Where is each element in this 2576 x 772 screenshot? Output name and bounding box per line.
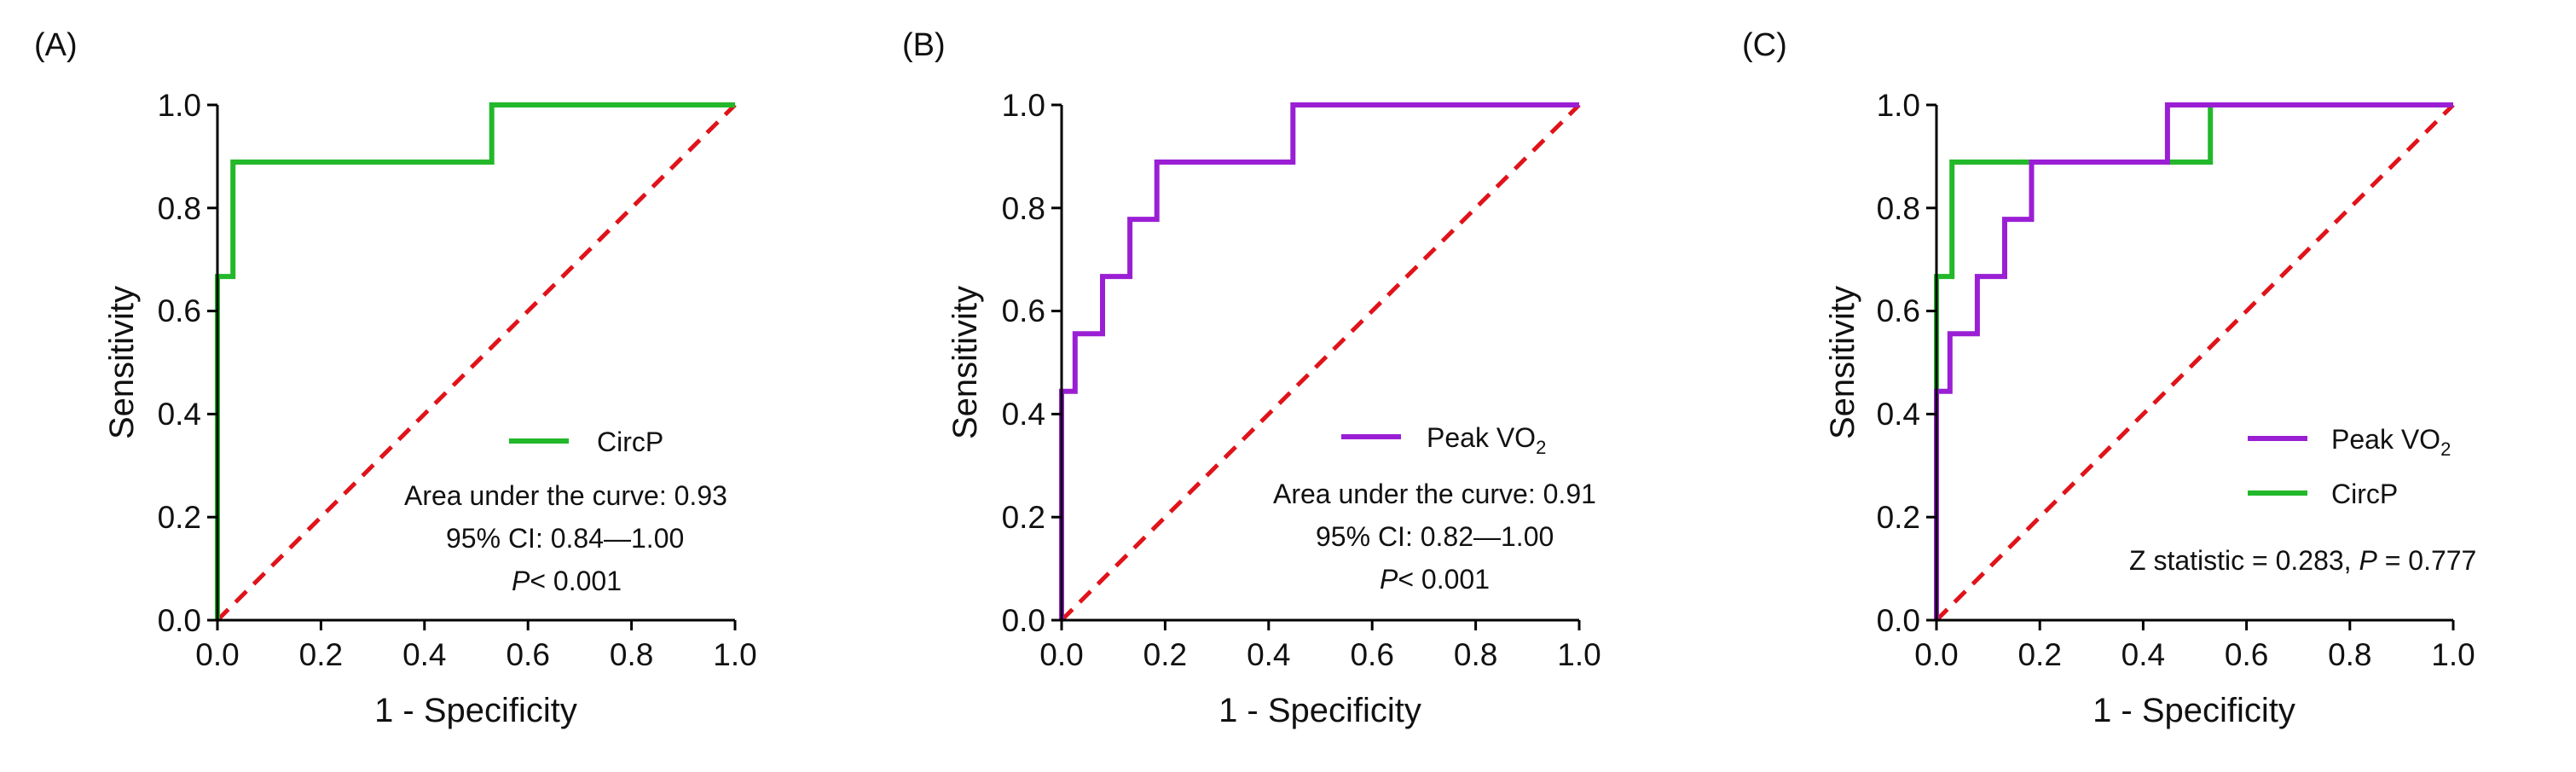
panel-c-z-statistic-text: Z statistic = 0.283, P = 0.777 — [2129, 545, 2476, 576]
panel-a-x-tick-label: 0.0 — [195, 637, 239, 672]
panel-b-legend-label-peakvo2: Peak VO2 — [1427, 422, 1546, 458]
panel-b-legend: Peak VO2 — [1341, 422, 1546, 458]
panel-b: (B) 0.0 0.2 0.4 0.6 0.8 1.0 0.0 — [902, 27, 1601, 729]
panel-c-legend-label-main: Peak VO — [2331, 424, 2440, 455]
panel-a-x-tick-label: 0.2 — [299, 637, 343, 672]
panel-c-y-ticks: 0.0 0.2 0.4 0.6 0.8 1.0 — [1877, 88, 1936, 638]
panel-c-y-tick-label: 1.0 — [1877, 88, 1920, 123]
panel-c-x-tick-label: 0.0 — [1914, 637, 1958, 672]
panel-c-x-axis-title: 1 - Specificity — [2093, 692, 2295, 729]
panel-c-y-tick-label: 0.6 — [1877, 293, 1920, 328]
panel-b-x-ticks: 0.0 0.2 0.4 0.6 0.8 1.0 — [1039, 620, 1601, 672]
panel-c-reference-line — [1935, 103, 2455, 622]
panel-b-y-tick-label: 0.0 — [1002, 603, 1045, 638]
panel-b-p-value: < 0.001 — [1398, 564, 1490, 595]
panel-a-y-axis-title: Sensitivity — [103, 286, 141, 439]
panel-a-p-value: < 0.001 — [530, 566, 622, 596]
panel-c-y-tick-label: 0.0 — [1877, 603, 1920, 638]
panel-a-x-ticks: 0.0 0.2 0.4 0.6 0.8 1.0 — [195, 620, 757, 672]
panel-a-p-symbol: P — [512, 566, 530, 596]
panel-a-label: (A) — [34, 27, 78, 63]
panel-b-annotation: Area under the curve: 0.91 95% CI: 0.82—… — [1273, 479, 1596, 595]
panel-a-y-tick-label: 0.6 — [158, 293, 201, 328]
panel-c-x-tick-label: 0.2 — [2017, 637, 2061, 672]
panel-a-y-ticks: 0.0 0.2 0.4 0.6 0.8 1.0 — [158, 88, 217, 638]
panel-c-p-symbol: P — [2359, 545, 2377, 576]
panel-a-legend-label-circp: CircP — [597, 427, 663, 457]
panel-a-y-tick-label: 1.0 — [158, 88, 201, 123]
panel-a-y-tick-label: 0.2 — [158, 500, 201, 535]
panel-b-x-tick-label: 0.0 — [1039, 637, 1083, 672]
panel-a-x-tick-label: 0.4 — [402, 637, 446, 672]
panel-a-x-tick-label: 0.8 — [610, 637, 653, 672]
panel-a-y-tick-label: 0.8 — [158, 191, 201, 226]
panel-b-p-symbol: P — [1380, 564, 1398, 595]
panel-c-legend-label-circp: CircP — [2331, 479, 2398, 509]
panel-a-x-tick-label: 1.0 — [713, 637, 756, 672]
panel-b-x-tick-label: 0.8 — [1454, 637, 1497, 672]
panel-c-p-value: = 0.777 — [2377, 545, 2477, 576]
panel-c-annotation: Z statistic = 0.283, P = 0.777 — [2129, 545, 2476, 576]
panel-b-p-value-text: P< 0.001 — [1380, 564, 1490, 595]
panel-b-x-axis-title: 1 - Specificity — [1219, 692, 1421, 729]
panel-b-label: (B) — [902, 27, 946, 63]
panel-c-legend: Peak VO2 CircP — [2248, 424, 2451, 509]
panel-c-peakvo2-curve — [1934, 102, 2453, 620]
panel-b-x-tick-label: 0.4 — [1247, 637, 1290, 672]
panel-b-x-tick-label: 1.0 — [1557, 637, 1601, 672]
panel-a-legend: CircP — [509, 427, 663, 457]
panel-a: (A) 0.0 0.2 0.4 0.6 0.8 1.0 0.0 — [34, 27, 757, 729]
panel-b-ci-text: 95% CI: 0.82—1.00 — [1316, 521, 1554, 552]
panel-c-legend-label-sub: 2 — [2440, 438, 2451, 460]
panel-c-x-ticks: 0.0 0.2 0.4 0.6 0.8 1.0 — [1914, 620, 2475, 672]
panel-c-y-tick-label: 0.2 — [1877, 500, 1920, 535]
panel-b-x-tick-label: 0.6 — [1350, 637, 1393, 672]
panel-c-y-tick-label: 0.8 — [1877, 191, 1920, 226]
panel-c-x-tick-label: 0.4 — [2122, 637, 2165, 672]
panel-a-auc-text: Area under the curve: 0.93 — [404, 480, 727, 511]
panel-b-y-tick-label: 0.2 — [1002, 500, 1045, 535]
panel-b-reference-line — [1060, 103, 1581, 622]
panel-b-y-tick-label: 0.8 — [1002, 191, 1045, 226]
panel-a-p-value-text: P< 0.001 — [512, 566, 622, 596]
panel-a-ci-text: 95% CI: 0.84—1.00 — [446, 523, 684, 554]
panel-b-y-tick-label: 0.6 — [1002, 293, 1045, 328]
panel-a-y-tick-label: 0.4 — [158, 397, 201, 432]
panel-c-z-statistic: Z statistic = 0.283, — [2129, 545, 2359, 576]
panel-b-peakvo2-curve — [1059, 102, 1579, 620]
panel-a-annotation: Area under the curve: 0.93 95% CI: 0.84—… — [404, 480, 727, 596]
panel-a-y-tick-label: 0.0 — [158, 603, 201, 638]
panel-a-x-tick-label: 0.6 — [506, 637, 549, 672]
panel-b-auc-text: Area under the curve: 0.91 — [1273, 479, 1596, 509]
panel-c-y-axis-title: Sensitivity — [1824, 286, 1861, 439]
panel-c-x-tick-label: 0.8 — [2328, 637, 2371, 672]
panel-b-y-ticks: 0.0 0.2 0.4 0.6 0.8 1.0 — [1002, 88, 1062, 638]
panel-c-y-tick-label: 0.4 — [1877, 397, 1920, 432]
panel-b-y-tick-label: 0.4 — [1002, 397, 1045, 432]
panel-c-legend-label-peakvo2: Peak VO2 — [2331, 424, 2451, 460]
panel-b-y-axis-title: Sensitivity — [946, 286, 984, 439]
panel-b-legend-label-main: Peak VO — [1427, 422, 1536, 453]
panel-b-x-tick-label: 0.2 — [1143, 637, 1187, 672]
panel-c-x-tick-label: 0.6 — [2225, 637, 2268, 672]
panel-b-y-tick-label: 1.0 — [1002, 88, 1045, 123]
panel-c: (C) 0.0 0.2 0.4 0.6 0.8 1.0 0.0 — [1742, 27, 2476, 729]
panel-a-reference-line — [216, 103, 737, 622]
panel-b-legend-label-sub: 2 — [1536, 437, 1546, 458]
panel-c-label: (C) — [1742, 27, 1787, 63]
panel-c-x-tick-label: 1.0 — [2431, 637, 2475, 672]
panel-a-x-axis-title: 1 - Specificity — [374, 692, 577, 729]
